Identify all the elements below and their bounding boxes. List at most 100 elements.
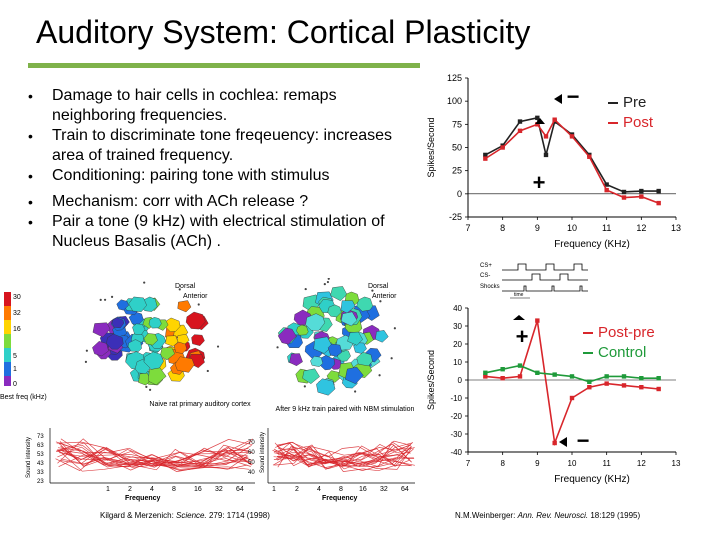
y-tick-label: -40 <box>450 448 462 457</box>
bullet-list: • Damage to hair cells in cochlea: remaps… <box>24 86 424 252</box>
map-cell <box>185 311 206 330</box>
citation-journal: Science. <box>176 511 207 520</box>
tuning-curve <box>275 448 414 472</box>
map-dot <box>178 288 181 291</box>
data-point <box>569 395 575 401</box>
data-point <box>517 128 523 134</box>
citation-journal: Ann. Rev. Neurosci. <box>517 511 589 520</box>
map-cell <box>111 317 125 329</box>
tuning-xtick: 8 <box>172 486 176 493</box>
map-dot <box>323 283 326 286</box>
data-point <box>656 188 661 194</box>
data-point <box>656 386 661 392</box>
citation-ref: 18:129 (1995) <box>590 511 641 520</box>
map-cell <box>173 341 187 354</box>
scale-tick: 16 <box>13 326 21 333</box>
x-tick-label: 13 <box>671 223 681 233</box>
data-point <box>639 194 644 199</box>
bullet-text: Train to discriminate tone freqeuency: i… <box>52 127 393 164</box>
slide-title: Auditory System: Cortical Plasticity <box>36 14 531 50</box>
dorsal-label: Dorsal <box>368 283 389 290</box>
annotation-marker: + <box>516 324 529 349</box>
data-point <box>535 122 540 127</box>
y-tick-label: 100 <box>447 96 462 106</box>
map-dot <box>390 357 393 360</box>
data-point <box>517 119 523 124</box>
tuning-ytick: 53 <box>37 452 44 458</box>
anterior-label: Anterior <box>372 293 397 300</box>
map-cell <box>277 327 297 345</box>
scale-band <box>4 376 11 386</box>
tuning-curve <box>56 440 253 469</box>
tuning-ytick: 43 <box>37 461 44 467</box>
x-tick-label: 13 <box>672 459 681 468</box>
scale-band <box>4 292 11 306</box>
y-tick-label: 125 <box>447 73 462 83</box>
bullet-text: Mechanism: corr with ACh release ? <box>52 193 309 210</box>
x-tick-label: 8 <box>500 223 505 233</box>
tuning-ytick: 33 <box>37 470 44 476</box>
data-point <box>483 370 488 375</box>
right-map-caption: After 9 kHz train paired with NBM stimul… <box>276 406 415 413</box>
scale-tick: 32 <box>13 310 21 317</box>
tuning-curve <box>275 441 412 468</box>
map-cell <box>174 356 195 373</box>
map-cell <box>143 351 164 370</box>
series-line-control <box>485 364 659 383</box>
scale-tick: 0 <box>13 381 17 388</box>
tuning-ytick: 63 <box>37 443 44 449</box>
map-cell <box>327 304 342 318</box>
protocol-trace-csplus <box>502 263 588 271</box>
tuning-curve <box>59 441 252 468</box>
x-tick-label: 8 <box>500 459 505 468</box>
data-point <box>639 385 644 390</box>
tuning-curve <box>277 443 415 463</box>
y-tick-label: -30 <box>450 430 462 439</box>
bullet-item: • Pair a tone (9 kHz) with electrical sti… <box>24 212 424 252</box>
x-tick-label: 9 <box>535 459 540 468</box>
citation-authors: N.M.Weinberger: <box>455 511 516 520</box>
legend-label: Post-pre <box>598 324 655 341</box>
map-cell <box>316 378 336 396</box>
pointer-arrow <box>559 437 567 447</box>
data-point <box>587 385 592 390</box>
left-tuning-curves <box>55 438 253 472</box>
tuning-curve <box>57 438 249 464</box>
data-point <box>483 152 488 158</box>
x-tick-label: 10 <box>567 223 577 233</box>
map-cell <box>296 324 309 336</box>
y-tick-label: 50 <box>452 143 462 153</box>
map-cell <box>148 317 162 329</box>
bullet-item: • Damage to hair cells in cochlea: remaps… <box>24 86 424 126</box>
map-dot <box>326 280 330 284</box>
tuning-xtick: 4 <box>150 486 154 493</box>
map-cell <box>132 323 146 335</box>
data-point <box>543 134 549 139</box>
tuning-curve <box>273 444 412 464</box>
tuning-curve <box>276 443 413 464</box>
tuning-ytick: 73 <box>37 434 44 440</box>
map-cell <box>116 299 129 311</box>
citation-authors: Kilgard & Merzenich: <box>100 511 174 520</box>
map-cell <box>128 296 147 312</box>
scale-band <box>4 334 11 348</box>
scale-tick: 1 <box>13 366 17 373</box>
data-point <box>552 372 557 377</box>
scale-tick: 5 <box>13 353 17 360</box>
map-cell <box>327 343 343 357</box>
map-cell <box>289 353 303 367</box>
y-tick-label: 30 <box>453 322 462 331</box>
map-cell <box>310 355 324 367</box>
dorsal-label: Dorsal <box>175 283 196 290</box>
data-point <box>587 154 592 159</box>
left-tuning-panel <box>49 428 255 484</box>
map-cell <box>106 333 124 350</box>
map-dot <box>327 278 330 280</box>
bullet-text: Damage to hair cells in cochlea: remaps … <box>52 87 337 124</box>
post-pre-control-chart: -40 -30 -20 -10 0 10 20 30 40 7 8 9 10 11 12 13 Frequenc… <box>426 304 681 485</box>
tuning-xtick: 64 <box>401 486 409 493</box>
tuning-xtick: 1 <box>106 486 110 493</box>
citation-ref: 279: 1714 (1998) <box>208 511 270 520</box>
x-tick-label: 7 <box>466 459 471 468</box>
x-tick-label: 12 <box>636 223 646 233</box>
